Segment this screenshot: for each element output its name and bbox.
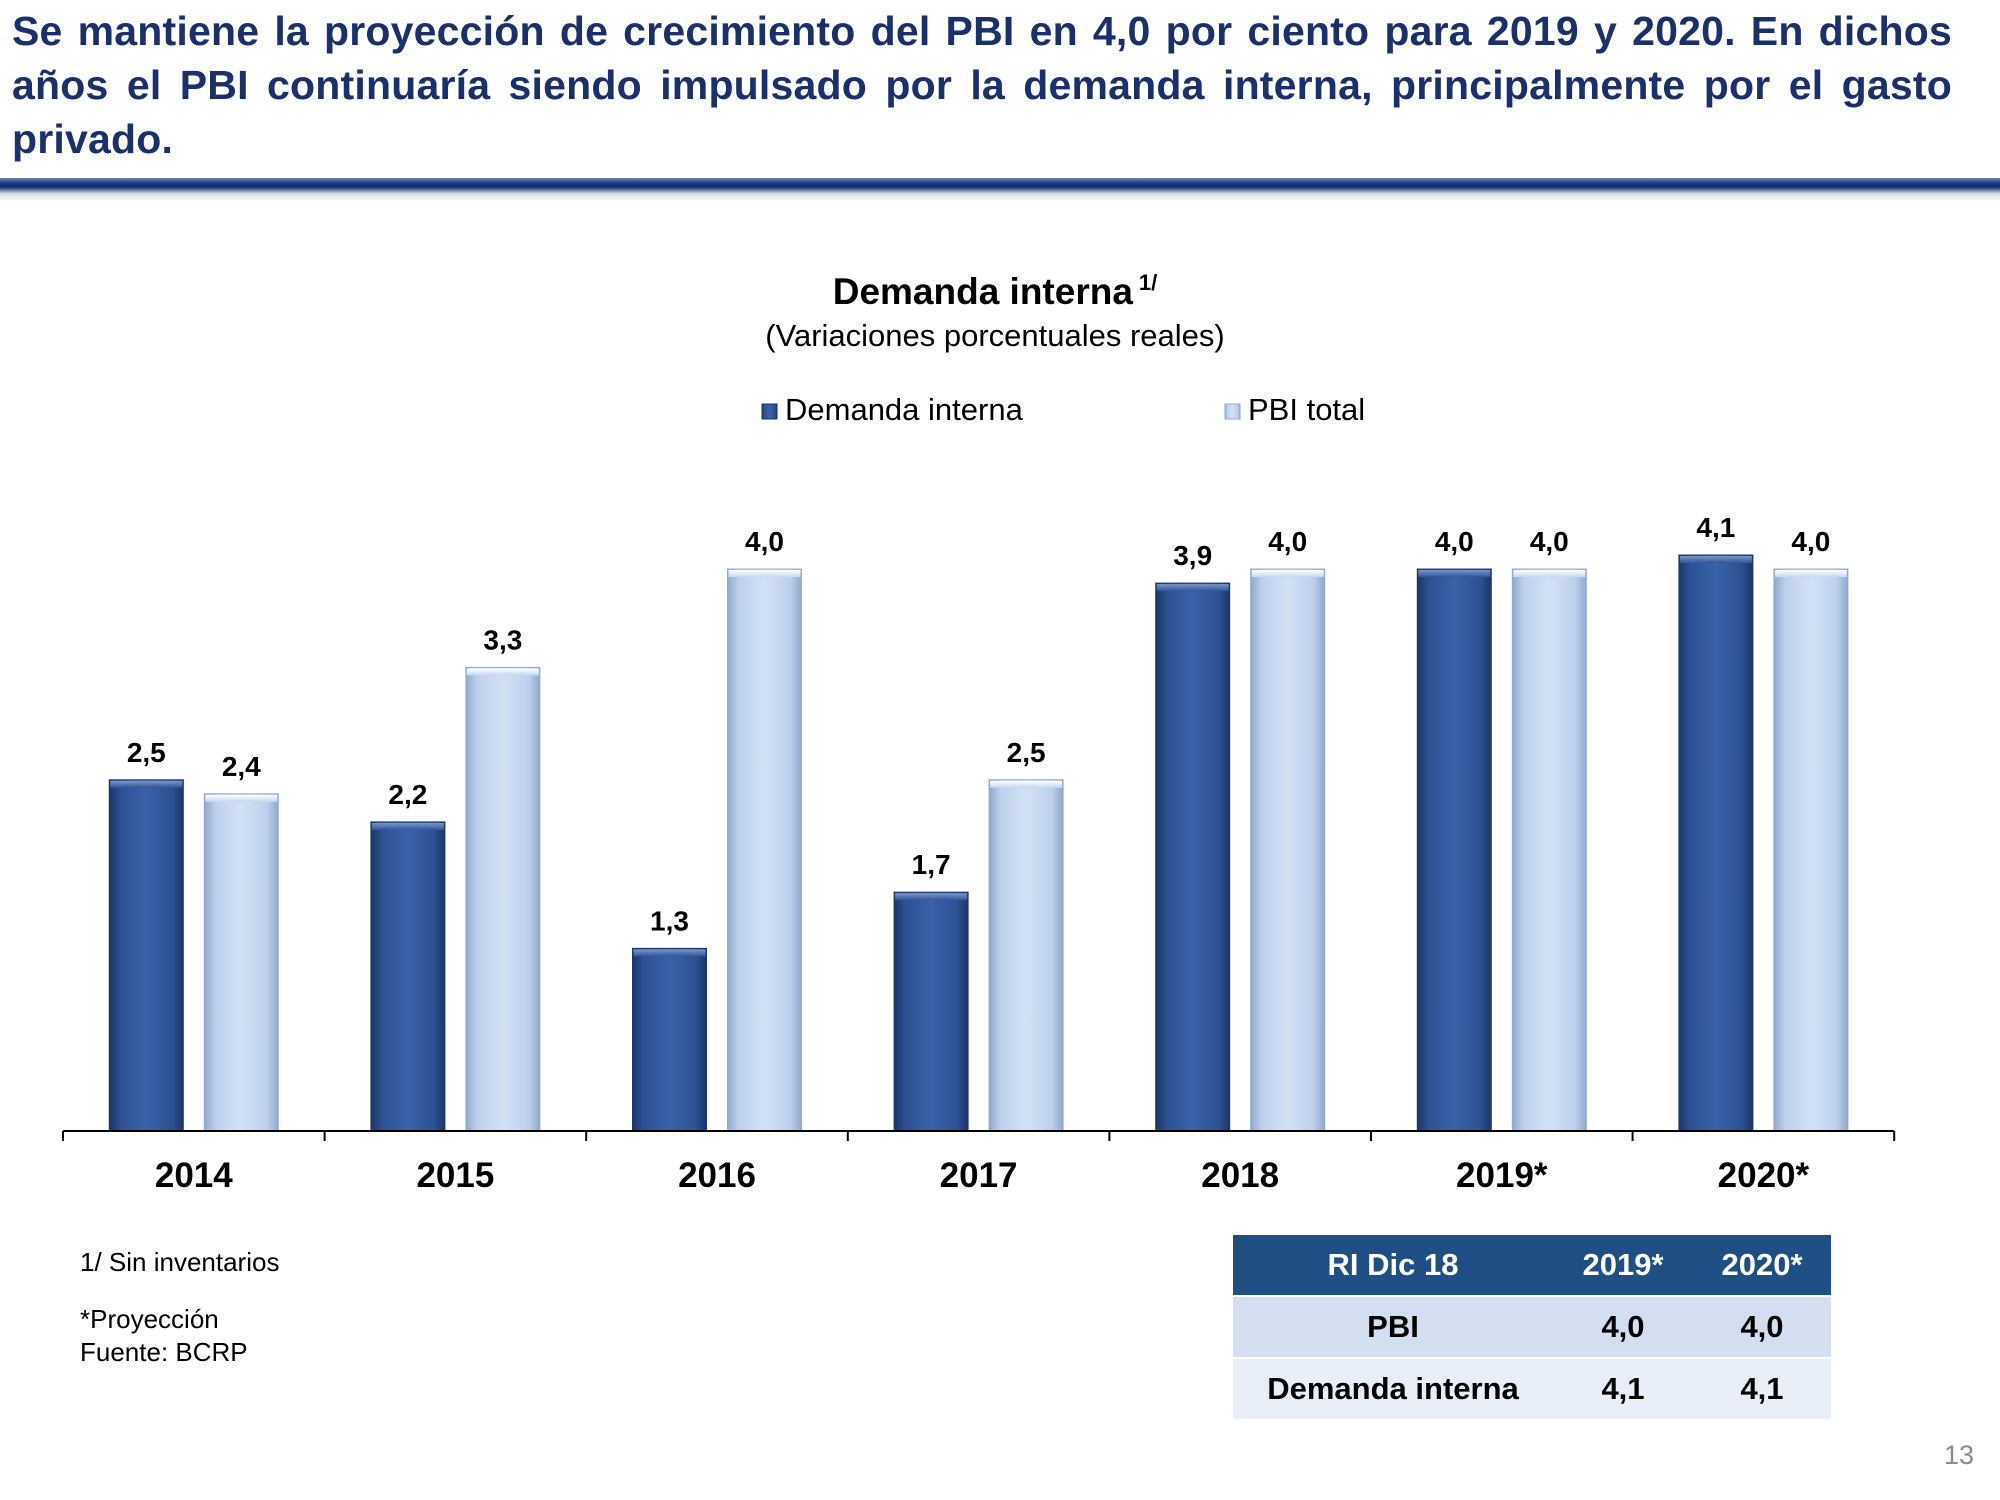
x-tick-label: 2015 <box>416 1156 494 1195</box>
bar-highlight <box>990 780 1063 788</box>
data-label: 4,0 <box>1791 526 1830 557</box>
data-label: 3,9 <box>1173 540 1212 571</box>
slide-headline: Se mantiene la proyección de crecimiento… <box>12 8 1952 162</box>
data-label: 4,0 <box>1530 526 1569 557</box>
bar-pbi-total <box>1250 568 1326 1132</box>
bar-pbi-total <box>465 666 541 1132</box>
chart-title-text: Demanda interna <box>832 271 1133 312</box>
data-label: 2,4 <box>222 751 261 782</box>
bar-highlight <box>1513 570 1586 578</box>
bar-highlight <box>728 570 801 578</box>
table-header-cell: 2020* <box>1693 1235 1831 1297</box>
data-label: 4,0 <box>1268 526 1307 557</box>
table-header-cell: RI Dic 18 <box>1233 1235 1553 1297</box>
projection-summary-table: RI Dic 18 2019* 2020* PBI 4,0 4,0 Demand… <box>1233 1235 1831 1419</box>
data-label: 2,5 <box>127 737 166 768</box>
table-header-row: RI Dic 18 2019* 2020* <box>1233 1235 1831 1297</box>
table-cell: Demanda interna <box>1233 1358 1553 1419</box>
data-label: 2,2 <box>388 779 427 810</box>
bar-highlight <box>895 893 968 901</box>
bar-highlight <box>1251 570 1324 578</box>
data-label: 3,3 <box>483 624 522 655</box>
table-cell: 4,0 <box>1553 1296 1693 1359</box>
x-tick-label: 2016 <box>678 1156 756 1195</box>
chart-title-footnote-mark: 1/ <box>1138 270 1158 295</box>
table-cell: PBI <box>1233 1296 1553 1359</box>
legend-label: Demanda interna <box>785 392 1024 427</box>
x-tick-label: 2014 <box>155 1156 233 1195</box>
data-label: 4,0 <box>1435 526 1474 557</box>
bar-demanda-interna <box>370 821 446 1132</box>
bar-highlight <box>371 822 444 830</box>
header-divider-shadow <box>0 194 2000 202</box>
table-cell: 4,1 <box>1693 1358 1831 1419</box>
x-tick-label: 2018 <box>1201 1156 1279 1195</box>
data-label: 4,1 <box>1696 512 1735 543</box>
bar-pbi-total <box>1511 568 1587 1132</box>
bar-highlight <box>110 780 183 788</box>
chart-title: Demanda interna 1/ <box>0 270 1990 313</box>
bar-highlight <box>1156 584 1229 592</box>
chart-subtitle: (Variaciones porcentuales reales) <box>765 318 1225 353</box>
chart-legend: Demanda interna PBI total <box>761 392 1365 427</box>
bar-pbi-total <box>1773 568 1849 1132</box>
bar-highlight <box>633 949 706 957</box>
x-tick-label: 2019* <box>1456 1156 1548 1195</box>
page-number: 13 <box>1944 1440 1975 1470</box>
table-cell: 4,1 <box>1553 1358 1693 1419</box>
legend-label: PBI total <box>1248 392 1365 427</box>
bar-chart: Demanda interna PBI total 2,5 2,4 2,2 3,3 1,3… <box>62 392 1896 1195</box>
table-cell: 4,0 <box>1693 1296 1831 1359</box>
legend-swatch-pbi-total <box>1224 403 1241 420</box>
chart-bars: 2,5 2,4 2,2 3,3 1,3 4,0 1,7 2,5 3,9 4,0 4,0 4,0 4,1 4… <box>108 512 1849 1132</box>
bar-pbi-total <box>988 779 1064 1132</box>
x-tick-label: 2020* <box>1718 1156 1810 1195</box>
footnote-inventories: 1/ Sin inventarios <box>80 1247 280 1277</box>
data-label: 1,7 <box>912 849 951 880</box>
data-label: 2,5 <box>1007 737 1046 768</box>
note-projection: *Proyección <box>80 1304 219 1334</box>
bar-demanda-interna <box>632 947 707 1132</box>
bar-highlight <box>205 794 278 802</box>
bar-highlight <box>1679 556 1752 563</box>
bar-demanda-interna <box>893 891 969 1132</box>
bar-demanda-interna <box>108 779 184 1132</box>
bar-pbi-total <box>203 793 279 1132</box>
bar-pbi-total <box>727 568 802 1132</box>
bar-highlight <box>466 668 539 676</box>
source-note: Fuente: BCRP <box>80 1337 248 1367</box>
bar-highlight <box>1774 570 1847 578</box>
data-label: 4,0 <box>745 526 784 557</box>
table-header-cell: 2019* <box>1553 1235 1693 1297</box>
bar-demanda-interna <box>1678 554 1754 1132</box>
table-row: Demanda interna 4,1 4,1 <box>1233 1358 1831 1419</box>
bar-demanda-interna <box>1155 582 1231 1132</box>
x-tick-label: 2017 <box>940 1156 1018 1195</box>
data-label: 1,3 <box>650 905 689 936</box>
table-row: PBI 4,0 4,0 <box>1233 1296 1831 1359</box>
bar-highlight <box>1418 570 1491 578</box>
legend-swatch-demanda-interna <box>761 403 778 420</box>
header-divider <box>0 178 2000 194</box>
x-axis: 2014 2015 2016 2017 2018 2019* 2020* <box>62 1130 1896 1195</box>
bar-demanda-interna <box>1416 568 1492 1132</box>
